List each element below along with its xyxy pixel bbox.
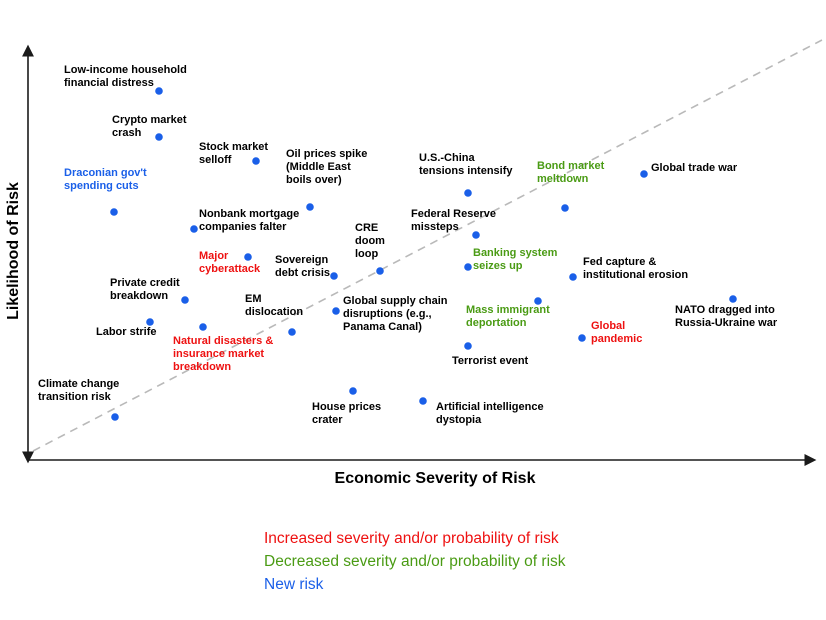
risk-label: Nonbank mortgage companies falter — [199, 208, 300, 233]
risk-label: Mass immigrant deportation — [466, 304, 550, 329]
risk-label: Banking system seizes up — [473, 247, 558, 272]
risk-data-point — [111, 413, 119, 421]
risk-label: Artificial intelligence dystopia — [436, 401, 544, 426]
risk-label: NATO dragged into Russia-Ukraine war — [675, 304, 778, 329]
risk-data-point — [110, 208, 118, 216]
risk-data-point — [472, 231, 480, 239]
risk-label: House prices crater — [312, 401, 382, 426]
risk-data-point — [640, 170, 648, 178]
risk-label: Natural disasters & insurance market bre… — [173, 335, 274, 373]
risk-label: Federal Reserve missteps — [411, 208, 496, 233]
risk-label: Low-income household financial distress — [64, 64, 187, 89]
risk-label: Major cyberattack — [199, 250, 261, 275]
risk-data-point — [349, 387, 357, 395]
risk-data-point — [534, 297, 542, 305]
risk-data-point — [332, 307, 340, 315]
risk-data-point — [464, 263, 472, 271]
risk-data-point — [729, 295, 737, 303]
risk-label: Sovereign debt crisis — [275, 254, 331, 279]
risk-data-point — [190, 225, 198, 233]
risk-data-point — [244, 253, 252, 261]
risk-data-point — [155, 87, 163, 95]
risk-label: Terrorist event — [452, 355, 529, 367]
legend-item-new-risk: New risk — [264, 576, 324, 593]
risk-label: Private credit breakdown — [110, 277, 180, 302]
risk-label: Fed capture & institutional erosion — [583, 256, 689, 281]
risk-label: Oil prices spike (Middle East boils over… — [286, 148, 368, 186]
risk-label: Bond market meltdown — [537, 160, 605, 185]
risk-label: Draconian gov't spending cuts — [64, 167, 147, 192]
risk-label: CRE doom loop — [355, 222, 385, 260]
risk-label: Crypto market crash — [112, 114, 187, 139]
risk-data-point — [146, 318, 154, 326]
risk-label: EM dislocation — [245, 293, 304, 318]
risk-label: U.S.-China tensions intensify — [419, 152, 513, 177]
legend-item-decreased-risk: Decreased severity and/or probability of… — [264, 553, 566, 570]
risk-data-point — [578, 334, 586, 342]
risk-data-point — [376, 267, 384, 275]
diagonal-reference-line — [32, 39, 823, 452]
risk-data-point — [155, 133, 163, 141]
risk-label: Climate change transition risk — [38, 378, 120, 403]
legend: Increased severity and/or probability of… — [264, 527, 566, 596]
data-points-group — [110, 87, 737, 421]
risk-data-point — [288, 328, 296, 336]
risk-data-point — [464, 342, 472, 350]
risk-label: Global supply chain disruptions (e.g., P… — [343, 295, 448, 333]
risk-data-point — [419, 397, 427, 405]
risk-data-point — [199, 323, 207, 331]
y-axis-title: Likelihood of Risk — [5, 182, 22, 320]
risk-label: Labor strife — [96, 326, 157, 338]
risk-label: Global trade war — [651, 162, 738, 174]
risk-label: Global pandemic — [591, 320, 643, 345]
risk-data-point — [561, 204, 569, 212]
risk-data-point — [181, 296, 189, 304]
risk-data-point — [306, 203, 314, 211]
risk-data-point — [569, 273, 577, 281]
risk-label: Stock market selloff — [199, 141, 269, 166]
legend-item-increased-risk: Increased severity and/or probability of… — [264, 530, 559, 547]
x-axis-title: Economic Severity of Risk — [334, 470, 536, 487]
risk-data-point — [252, 157, 260, 165]
risk-data-point — [330, 272, 338, 280]
risk-data-point — [464, 189, 472, 197]
